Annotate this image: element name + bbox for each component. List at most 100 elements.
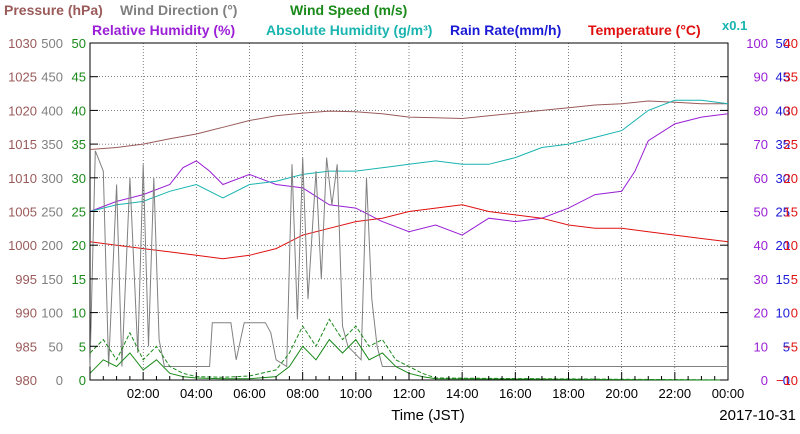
- y-tick-label-wind_direction: 450: [41, 70, 63, 85]
- x-tick-label: 14:00: [446, 386, 479, 401]
- abs-humidity-scale-note: x0.1: [722, 18, 747, 33]
- series-line: [89, 150, 728, 368]
- y-tick-label-temperature: 0: [791, 306, 798, 321]
- series-line: [89, 113, 729, 236]
- y-tick-label-humidity: 20: [754, 306, 768, 321]
- x-tick-label: 06:00: [233, 386, 266, 401]
- y-tick-label-pressure: 995: [15, 272, 37, 287]
- series-lines: [89, 99, 729, 381]
- legend-temperature: Temperature (°C): [588, 22, 701, 38]
- x-tick-label: 12:00: [393, 386, 426, 401]
- y-tick-label-wind_speed: 35: [72, 137, 86, 152]
- legend-wind-direction: Wind Direction (°): [120, 2, 237, 18]
- y-tick-label-wind_direction: 0: [56, 373, 63, 388]
- y-tick-label-humidity: 70: [754, 137, 768, 152]
- y-tick-label-wind_speed: 15: [72, 272, 86, 287]
- y-tick-label-rain_rate: 50: [776, 36, 790, 51]
- series-line: [89, 338, 729, 381]
- legend-pressure: Pressure (hPa): [4, 2, 103, 18]
- y-tick-label-rain_rate: 40: [776, 103, 790, 118]
- legend-rain-rate: Rain Rate(mm/h): [450, 22, 561, 38]
- y-tick-label-wind_speed: 10: [72, 306, 86, 321]
- y-tick-label-rain_rate: 10: [776, 306, 790, 321]
- y-tick-label-pressure: 1020: [8, 103, 37, 118]
- y-tick-label-wind_speed: 25: [72, 205, 86, 220]
- y-tick-label-pressure: 1025: [8, 70, 37, 85]
- y-tick-label-rain_rate: 35: [776, 137, 790, 152]
- y-tick-label-wind_speed: 20: [72, 238, 86, 253]
- legend-wind-speed: Wind Speed (m/s): [290, 2, 407, 18]
- series-line: [89, 99, 729, 212]
- legend-absolute-humidity: Absolute Humidity (g/m³): [266, 22, 432, 38]
- y-tick-label-rain_rate: 45: [776, 70, 790, 85]
- y-tick-label-humidity: 10: [754, 339, 768, 354]
- y-tick-label-wind_direction: 500: [41, 36, 63, 51]
- y-tick-label-wind_speed: 40: [72, 103, 86, 118]
- y-tick-label-wind_direction: 50: [49, 339, 63, 354]
- x-tick-label: 22:00: [659, 386, 692, 401]
- y-tick-label-wind_direction: 350: [41, 137, 63, 152]
- series-line: [89, 318, 729, 381]
- y-tick-label-rain_rate: 20: [776, 238, 790, 253]
- series-line: [89, 204, 729, 260]
- y-tick-label-humidity: 60: [754, 171, 768, 186]
- y-tick-label-humidity: 100: [746, 36, 768, 51]
- y-axes: 9809859909951000100510101015102010251030…: [8, 36, 798, 388]
- y-tick-label-pressure: 1030: [8, 36, 37, 51]
- y-tick-label-humidity: 0: [761, 373, 768, 388]
- x-tick-label: 16:00: [499, 386, 532, 401]
- y-tick-label-wind_speed: 0: [79, 373, 86, 388]
- y-tick-label-wind_speed: 30: [72, 171, 86, 186]
- y-tick-label-rain_rate: 0: [783, 373, 790, 388]
- x-tick-label: 18:00: [552, 386, 585, 401]
- y-tick-label-wind_speed: 5: [79, 339, 86, 354]
- y-tick-label-pressure: 985: [15, 339, 37, 354]
- x-tick-label: 08:00: [286, 386, 319, 401]
- y-tick-label-temperature: 15: [784, 205, 798, 220]
- series-line: [89, 100, 728, 150]
- y-tick-label-temperature: 40: [784, 36, 798, 51]
- y-tick-label-rain_rate: 15: [776, 272, 790, 287]
- y-tick-label-rain_rate: 30: [776, 171, 790, 186]
- y-tick-label-humidity: 30: [754, 272, 768, 287]
- y-tick-label-humidity: 40: [754, 238, 768, 253]
- y-tick-label-pressure: 990: [15, 306, 37, 321]
- y-tick-label-pressure: 1015: [8, 137, 37, 152]
- x-axis: 02:00 04:00 06:00 08:00 10:00 12:00 14:00 16:00…: [89, 372, 745, 401]
- y-tick-label-wind_direction: 300: [41, 171, 63, 186]
- y-tick-label-wind_direction: 100: [41, 306, 63, 321]
- y-tick-label-humidity: 80: [754, 103, 768, 118]
- x-axis-label: Time (JST): [391, 407, 465, 424]
- x-tick-label: 20:00: [605, 386, 638, 401]
- y-tick-label-pressure: 1010: [8, 171, 37, 186]
- x-tick-label: 02:00: [127, 386, 160, 401]
- y-tick-label-wind_direction: 150: [41, 272, 63, 287]
- y-tick-label-wind_direction: 400: [41, 103, 63, 118]
- grid-lines: [90, 43, 728, 380]
- y-tick-label-temperature: 10: [784, 238, 798, 253]
- x-tick-label: 04:00: [180, 386, 213, 401]
- y-tick-label-temperature: 25: [784, 137, 798, 152]
- y-tick-label-temperature: 35: [784, 70, 798, 85]
- y-tick-label-pressure: 980: [15, 373, 37, 388]
- y-tick-label-pressure: 1005: [8, 205, 37, 220]
- y-tick-label-temperature: −5: [783, 339, 798, 354]
- y-tick-label-rain_rate: 5: [783, 339, 790, 354]
- x-tick-label: 00:00: [712, 386, 745, 401]
- date-label: 2017-10-31: [719, 407, 796, 424]
- y-tick-label-temperature: 30: [784, 103, 798, 118]
- y-tick-label-temperature: 5: [791, 272, 798, 287]
- chart-title-area: Pressure (hPa) Wind Direction (°) Wind S…: [4, 2, 747, 38]
- x-tick-label: 10:00: [340, 386, 373, 401]
- y-tick-label-pressure: 1000: [8, 238, 37, 253]
- y-tick-label-wind_direction: 250: [41, 205, 63, 220]
- y-tick-label-humidity: 50: [754, 205, 768, 220]
- legend-relative-humidity: Relative Humidity (%): [92, 22, 235, 38]
- y-tick-label-rain_rate: 25: [776, 205, 790, 220]
- y-tick-label-humidity: 90: [754, 70, 768, 85]
- y-tick-label-temperature: 20: [784, 171, 798, 186]
- y-tick-label-wind_speed: 50: [72, 36, 86, 51]
- y-tick-label-wind_speed: 45: [72, 70, 86, 85]
- y-tick-label-wind_direction: 200: [41, 238, 63, 253]
